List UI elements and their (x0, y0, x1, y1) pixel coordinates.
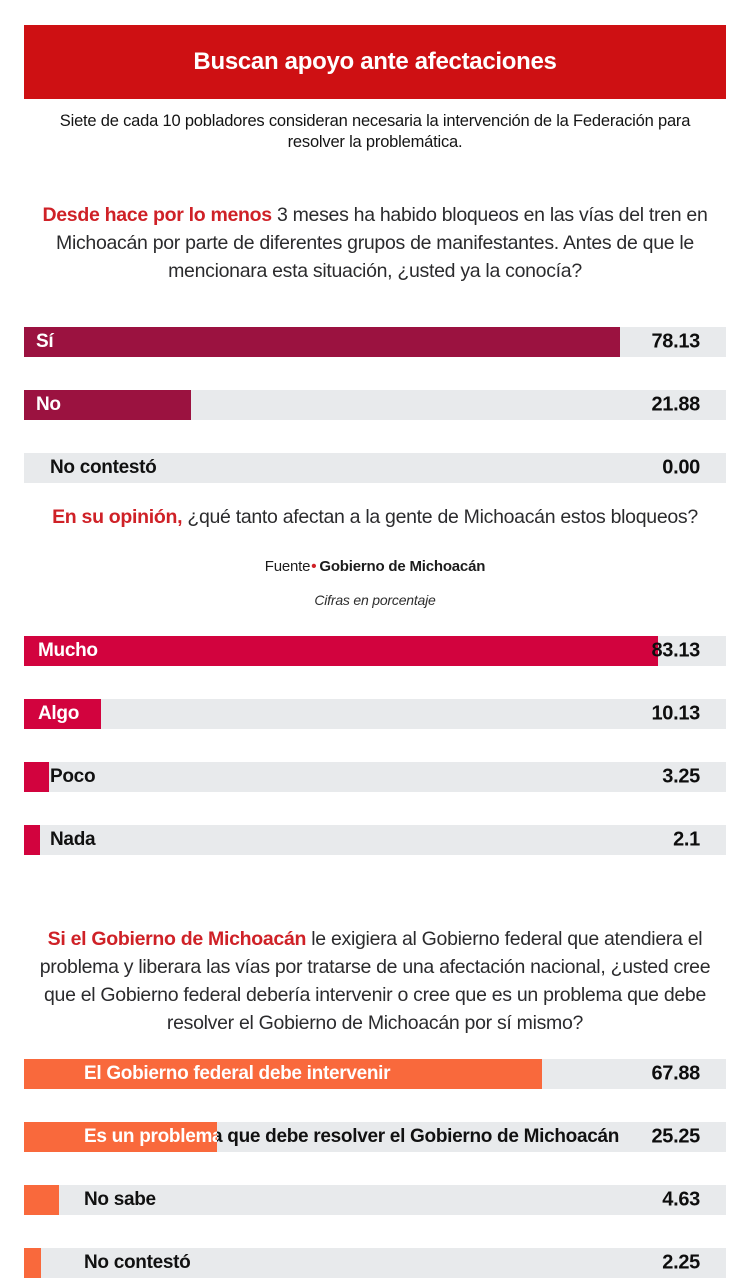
bar: No sabe (24, 1185, 60, 1215)
chart-impact: Mucho 83.13 Algo 10.13 Poco 3.25 Nada 2.1 (24, 636, 726, 855)
chart-intervention: El Gobierno federal debe intervenirEl Go… (24, 1059, 726, 1278)
question-awareness-lead: Desde hace por lo menos (42, 204, 272, 226)
bar-label: Algo (38, 703, 80, 724)
bar-row: Mucho 83.13 (24, 636, 726, 666)
chart-awareness: Sí 78.13 No 21.88 No contestó 0.00 (24, 327, 726, 483)
bar-row: No contestó No contestó 2.25 (24, 1248, 726, 1278)
bar-label: No (36, 394, 61, 415)
bar-row: No 21.88 (24, 390, 726, 420)
bar (24, 762, 49, 792)
bar-row: Sí 78.13 (24, 327, 726, 357)
bar-value: 78.13 (651, 330, 700, 353)
bar-value: 3.25 (662, 765, 700, 788)
bar: No (24, 390, 191, 420)
bar-value: 2.1 (673, 828, 700, 851)
bar-value: 21.88 (651, 393, 700, 416)
bar: No contestó (24, 1248, 42, 1278)
bar: Mucho (24, 636, 659, 666)
subtitle: Siete de cada 10 pobladores consideran n… (59, 112, 691, 151)
units-note: Cifras en porcentaje (314, 592, 436, 608)
bar-label: Sí (36, 331, 54, 352)
bar-row: No sabe No sabe 4.63 (24, 1185, 726, 1215)
bar (24, 825, 41, 855)
bar-row: No contestó 0.00 (24, 453, 726, 483)
bar-value: 67.88 (651, 1062, 700, 1085)
bar-value: 83.13 (651, 639, 700, 662)
bar-row: El Gobierno federal debe intervenirEl Go… (24, 1059, 726, 1089)
source-bullet-icon: • (311, 558, 317, 575)
bar-row: Nada 2.1 (24, 825, 726, 855)
question-impact-lead: En su opinión, (52, 506, 183, 528)
bar: Sí (24, 327, 621, 357)
headline-title: Buscan apoyo ante afectaciones (193, 48, 557, 75)
question-intervention-rest: le exigiera al Gobierno federal que aten… (39, 928, 711, 1034)
bar: Es un problema que debe resolver el Gobi… (24, 1122, 217, 1152)
bar: Algo (24, 699, 102, 729)
headline-banner: Buscan apoyo ante afectaciones (24, 25, 726, 99)
bar: El Gobierno federal debe intervenir (24, 1059, 542, 1089)
question-impact: En su opinión, ¿qué tanto afectan a la g… (24, 503, 726, 531)
question-awareness-rest: 3 meses ha habido bloqueos en las vías d… (56, 204, 708, 282)
source-name: Gobierno de Michoacán (319, 558, 486, 575)
bar-value: 10.13 (651, 702, 700, 725)
bar-label-highlight: Es un problema que debe resolver el Gobi… (84, 1126, 217, 1147)
bar-value: 4.63 (662, 1188, 700, 1211)
bar-label: No sabe (84, 1189, 156, 1210)
bar-label-highlight: El Gobierno federal debe intervenir (84, 1063, 391, 1084)
source-prefix: Fuente (264, 558, 311, 575)
bar-row: Algo 10.13 (24, 699, 726, 729)
question-intervention-lead: Si el Gobierno de Michoacán (47, 928, 307, 950)
question-impact-rest: ¿qué tanto afectan a la gente de Michoac… (187, 506, 698, 528)
bar-row: Poco 3.25 (24, 762, 726, 792)
bar-value: 2.25 (662, 1251, 700, 1274)
source-line: Fuente• Gobierno de Michoacán (24, 558, 726, 575)
bar-label: Nada (50, 829, 96, 850)
bar-label: No contestó (84, 1252, 191, 1273)
question-intervention: Si el Gobierno de Michoacán le exigiera … (24, 925, 726, 1037)
bar-value: 0.00 (662, 456, 700, 479)
bar-row: Es un problema que debe resolver el Gobi… (24, 1122, 726, 1152)
bar-label: Es un problema que debe resolver el Gobi… (84, 1126, 620, 1147)
bar-label: No contestó (50, 457, 157, 478)
question-awareness: Desde hace por lo menos 3 meses ha habid… (24, 201, 726, 285)
bar-label: Poco (50, 766, 96, 787)
bar-value: 25.25 (651, 1125, 700, 1148)
bar-label: Mucho (38, 640, 98, 661)
